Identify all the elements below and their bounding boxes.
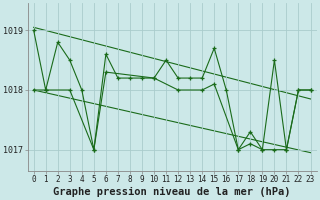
X-axis label: Graphe pression niveau de la mer (hPa): Graphe pression niveau de la mer (hPa): [53, 186, 291, 197]
